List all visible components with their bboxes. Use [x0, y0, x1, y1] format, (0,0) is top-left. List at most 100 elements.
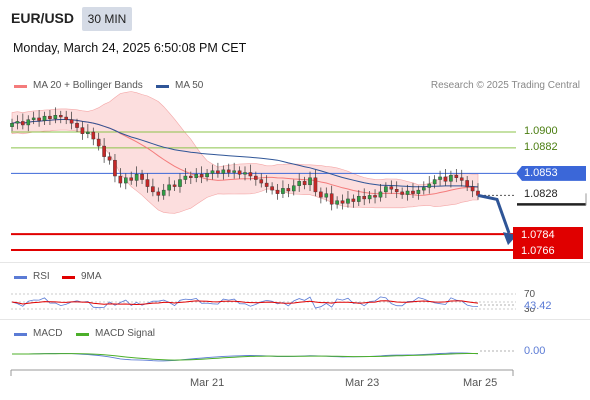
candle-body	[37, 117, 41, 121]
rsi-ma-line	[11, 300, 479, 306]
candle-body	[346, 198, 350, 204]
candle-body	[183, 175, 188, 180]
candle-body	[454, 174, 459, 178]
candle-body	[248, 172, 253, 177]
candle-body	[264, 182, 269, 187]
candle-body	[362, 196, 367, 200]
candle-body	[189, 175, 193, 178]
candle-body	[129, 177, 134, 181]
level-label-1.0882: 1.0882	[524, 140, 558, 153]
candle-body	[313, 177, 318, 193]
candle-body	[449, 174, 453, 182]
candle-body	[216, 170, 220, 174]
ma50-line	[11, 119, 479, 188]
candle-body	[416, 189, 421, 194]
candle-body	[199, 174, 204, 178]
symbol-title: EUR/USD	[11, 10, 75, 26]
x-tick-mar23: Mar 23	[345, 377, 380, 389]
candle-body	[151, 186, 155, 193]
ma50-swatch	[156, 85, 169, 88]
candle-body	[275, 189, 280, 194]
candle-body	[340, 200, 345, 204]
candle-body	[465, 180, 469, 187]
bollinger-band-area	[11, 91, 479, 214]
rsi-ma-swatch	[62, 276, 75, 279]
candle-body	[134, 174, 139, 181]
rsi-legend: RSI	[33, 271, 50, 282]
macd-swatch	[14, 333, 27, 336]
candle-body	[259, 179, 264, 184]
candle-body	[232, 170, 236, 173]
candle-body	[10, 122, 14, 127]
candle-body	[178, 179, 182, 187]
macd-signal-line	[12, 353, 478, 361]
candle-body	[75, 122, 79, 128]
timeframe-badge[interactable]: 30 MIN	[82, 7, 132, 31]
rsi-level-70: 70	[524, 289, 536, 300]
candle-body	[226, 169, 231, 173]
candle-body	[384, 186, 388, 193]
candle-body	[113, 159, 117, 177]
candle-body	[400, 191, 404, 195]
candle-body	[102, 145, 106, 157]
rsi-value: 43.42	[524, 300, 552, 312]
level-tag-1.0853: 1.0853	[516, 165, 586, 181]
macd-panel	[11, 350, 516, 362]
candle-body	[302, 181, 307, 186]
macd-value: 0.00	[524, 345, 546, 357]
candle-body	[167, 184, 171, 191]
time-axis	[10, 369, 514, 376]
candle-body	[351, 198, 356, 202]
candle-body	[15, 121, 20, 124]
candle-body	[270, 186, 274, 191]
candle-body	[438, 176, 442, 180]
candle-body	[64, 116, 68, 120]
candle-body	[427, 183, 432, 188]
separator	[0, 319, 590, 320]
candles	[10, 107, 480, 211]
candle-body	[243, 172, 247, 175]
candle-body	[80, 127, 85, 134]
candle-body	[145, 179, 150, 187]
candle-body	[26, 119, 31, 126]
candle-body	[156, 191, 161, 196]
separator	[0, 262, 590, 263]
candle-body	[48, 115, 52, 119]
candle-body	[69, 119, 74, 124]
candle-body	[378, 191, 383, 198]
rsi-panel	[11, 293, 516, 310]
candle-body	[297, 181, 301, 186]
level-lines	[11, 131, 516, 251]
macd-legend: MACD	[33, 328, 63, 339]
candle-body	[221, 169, 226, 174]
candle-body	[58, 115, 63, 118]
candle-body	[373, 195, 377, 198]
candle-body	[405, 190, 410, 195]
candle-body	[432, 179, 437, 185]
candle-body	[422, 187, 426, 191]
macd-signal-swatch	[76, 333, 89, 336]
candle-body	[91, 131, 96, 140]
candle-body	[31, 117, 36, 120]
candle-body	[356, 196, 361, 202]
rsi-line	[11, 296, 479, 309]
research-credit: Research © 2025 Trading Central	[430, 80, 580, 91]
candle-body	[470, 186, 475, 192]
candle-body	[96, 138, 101, 147]
candle-body	[319, 191, 323, 198]
candle-body	[324, 193, 329, 198]
candle-body	[172, 184, 177, 187]
candle-body	[118, 175, 123, 184]
candle-body	[443, 176, 448, 182]
candle-body	[140, 174, 144, 180]
candle-body	[123, 177, 128, 184]
candle-body	[308, 177, 312, 186]
candle-body	[194, 174, 199, 178]
projection-path	[477, 193, 511, 234]
candle-body	[286, 188, 291, 192]
x-tick-mar21: Mar 21	[190, 377, 225, 389]
candle-body	[389, 186, 394, 190]
ma20-swatch	[14, 85, 27, 88]
macd-signal-legend: MACD Signal	[95, 328, 156, 339]
